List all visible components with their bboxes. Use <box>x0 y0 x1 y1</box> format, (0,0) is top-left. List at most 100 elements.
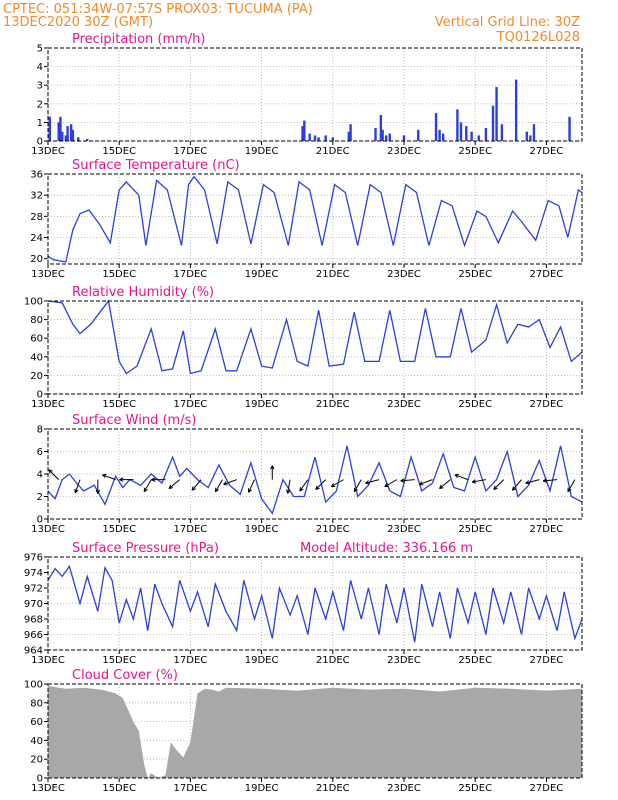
pressure-ytick-label: 968 <box>24 615 43 626</box>
cloud-cover-ytick-label: 80 <box>30 698 43 709</box>
humidity-title: Relative Humidity (%) <box>72 285 214 300</box>
precipitation-bar <box>388 133 391 141</box>
cloud-cover-area <box>48 685 582 778</box>
cloud-cover-ytick-label: 40 <box>30 736 43 747</box>
humidity-line <box>47 299 583 375</box>
precipitation-bar <box>500 124 504 141</box>
cloud-cover-xtick-label: 15DEC <box>102 783 136 794</box>
precipitation-xtick-label: 15DEC <box>102 146 136 157</box>
cloud-cover-ytick-label: 100 <box>24 680 43 691</box>
precipitation-bar <box>301 126 304 141</box>
pressure-title: Surface Pressure (hPa) <box>72 541 219 556</box>
precipitation-xtick-label: 27DEC <box>530 146 564 157</box>
precipitation-bar <box>417 129 420 141</box>
cloud-cover-ytick-label: 0 <box>37 774 43 785</box>
precipitation-bar <box>385 135 388 141</box>
precipitation-bar <box>64 135 67 141</box>
wind-vector-arrow <box>439 479 451 490</box>
cloud-cover-xtick-label: 19DEC <box>245 783 279 794</box>
wind-vector-arrow <box>525 479 540 485</box>
precipitation-bar <box>331 137 334 141</box>
pressure-ytick-label: 966 <box>24 630 43 641</box>
temperature-xtick-label: 19DEC <box>245 269 279 280</box>
precipitation-bar <box>379 114 383 141</box>
wind-xtick-label: 13DEC <box>31 524 65 535</box>
pressure-panel: Surface Pressure (hPa) Model Altitude: 33… <box>24 541 583 666</box>
precipitation-bar <box>48 116 51 141</box>
wind-vector-arrow <box>511 479 522 491</box>
wind-vector-arrow <box>330 479 344 488</box>
wind-ytick-label: 6 <box>37 447 43 458</box>
precipitation-xtick-label: 21DEC <box>316 146 350 157</box>
precipitation-bar <box>69 124 73 141</box>
humidity-ytick-label: 20 <box>30 371 43 382</box>
precipitation-ytick-label: 1 <box>37 118 43 129</box>
wind-ytick-label: 2 <box>37 492 43 503</box>
temperature-xtick-label: 27DEC <box>530 269 564 280</box>
pressure-line <box>47 564 583 643</box>
precipitation-panel: Precipitation (mm/h) 0 1 2 3 4 5 13DEC 15DEC 17DE… <box>31 32 583 157</box>
pressure-frame <box>47 556 583 651</box>
temperature-xtick-label: 21DEC <box>316 269 350 280</box>
wind-title: Surface Wind (m/s) <box>72 413 196 428</box>
pressure-ytick-label: 964 <box>24 646 43 657</box>
temperature-ytick-label: 24 <box>30 233 43 244</box>
cloud-cover-ytick-label: 60 <box>30 717 43 728</box>
precipitation-bar <box>491 105 495 141</box>
precipitation-bar <box>71 129 75 141</box>
precipitation-bar <box>525 131 529 141</box>
wind-frame <box>47 428 583 520</box>
wind-vector-arrow <box>74 479 81 494</box>
wind-vector-arrow <box>400 478 415 483</box>
temperature-xtick-label: 25DEC <box>458 269 492 280</box>
temperature-xtick-label: 15DEC <box>102 269 136 280</box>
humidity-xtick-label: 27DEC <box>530 399 564 410</box>
temperature-ytick-label: 32 <box>30 191 43 202</box>
precipitation-xtick-label: 17DEC <box>174 146 208 157</box>
precipitation-xtick-label: 25DEC <box>458 146 492 157</box>
precipitation-bar <box>438 129 441 141</box>
cloud-cover-panel: Cloud Cover (%) 0 20 40 60 80 100 13DEC 15DEC 17D… <box>24 668 583 794</box>
pressure-xtick-label: 21DEC <box>316 655 350 666</box>
precipitation-bar <box>568 116 571 141</box>
precipitation-bar <box>484 127 488 141</box>
temperature-line <box>47 175 583 263</box>
cloud-cover-xtick-label: 25DEC <box>458 783 492 794</box>
wind-vector-arrow <box>248 479 255 493</box>
humidity-xtick-label: 13DEC <box>31 399 65 410</box>
cloud-cover-frame <box>47 683 583 779</box>
wind-vector-arrow <box>151 477 166 482</box>
precipitation-xtick-label: 19DEC <box>245 146 279 157</box>
precipitation-bar <box>456 109 459 141</box>
precipitation-bar <box>381 129 384 141</box>
wind-vector-arrow <box>299 479 309 492</box>
humidity-xtick-label: 23DEC <box>387 399 421 410</box>
wind-line <box>47 445 583 515</box>
precipitation-bar <box>85 139 89 141</box>
wind-vector-arrow <box>542 478 558 483</box>
wind-vector-arrow <box>567 479 576 493</box>
precipitation-ytick-label: 4 <box>37 62 43 73</box>
humidity-xtick-label: 19DEC <box>245 399 279 410</box>
cloud-cover-xtick-label: 21DEC <box>316 783 350 794</box>
pressure-xtick-label: 23DEC <box>387 655 421 666</box>
wind-vector-arrow <box>95 479 101 494</box>
precipitation-bar <box>317 137 320 141</box>
header-location: CPTEC: 051:34W-07:57S PROX03: TUCUMA (PA… <box>3 2 313 17</box>
precipitation-ytick-label: 0 <box>37 137 43 148</box>
precipitation-bar <box>324 135 327 141</box>
wind-panel: Surface Wind (m/s) 0 2 4 6 8 13DEC 15DEC 17DEC 19… <box>31 413 583 535</box>
precipitation-bar <box>374 127 377 141</box>
pressure-xtick-label: 25DEC <box>458 655 492 666</box>
wind-vector-arrow <box>365 479 380 485</box>
precipitation-bar <box>514 79 518 141</box>
humidity-panel: Relative Humidity (%) 0 20 40 60 80 100 13DEC 15… <box>24 285 583 410</box>
cloud-cover-title: Cloud Cover (%) <box>72 668 178 683</box>
precipitation-bar <box>532 124 536 141</box>
temperature-ytick-label: 28 <box>30 212 43 223</box>
temperature-title: Surface Temperature (nC) <box>72 158 240 173</box>
pressure-xtick-label: 27DEC <box>530 655 564 666</box>
precipitation-xtick-label: 13DEC <box>31 146 65 157</box>
precipitation-ytick-label: 5 <box>37 44 43 55</box>
